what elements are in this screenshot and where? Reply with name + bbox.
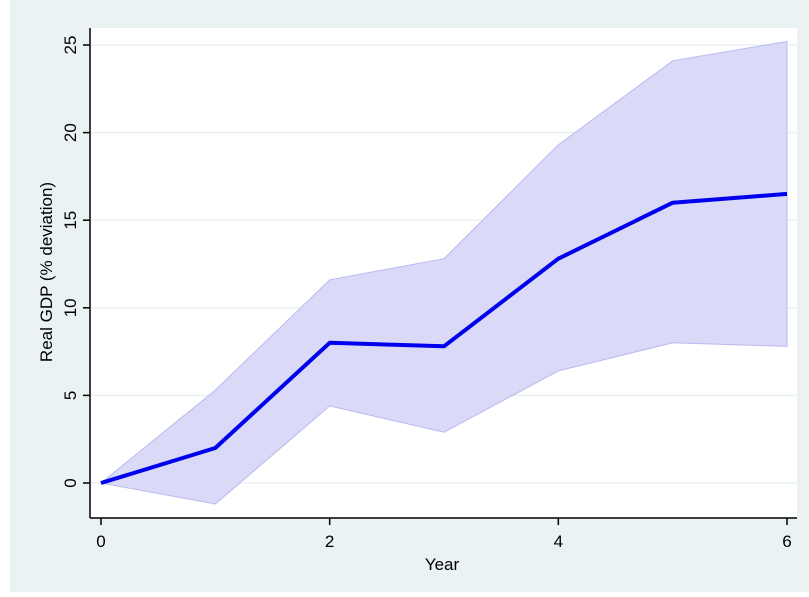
y-tick-label: 20 — [61, 123, 80, 142]
y-tick-label: 10 — [61, 298, 80, 317]
series-line — [100, 191, 788, 485]
x-tick-label: 6 — [782, 532, 791, 551]
y-tick-label: 15 — [61, 211, 80, 230]
x-axis-ticks: 0 2 4 6 — [96, 518, 792, 551]
x-tick-label: 4 — [554, 532, 563, 551]
x-axis-title: Year — [425, 555, 460, 574]
y-tick-label: 25 — [61, 36, 80, 55]
y-tick-label: 0 — [61, 478, 80, 487]
y-axis-ticks: 0 5 10 15 20 25 — [61, 36, 90, 488]
x-tick-label: 0 — [96, 532, 105, 551]
y-tick-label: 5 — [61, 391, 80, 400]
y-axis-title: Real GDP (% deviation) — [37, 182, 56, 362]
x-tick-label: 2 — [325, 532, 334, 551]
